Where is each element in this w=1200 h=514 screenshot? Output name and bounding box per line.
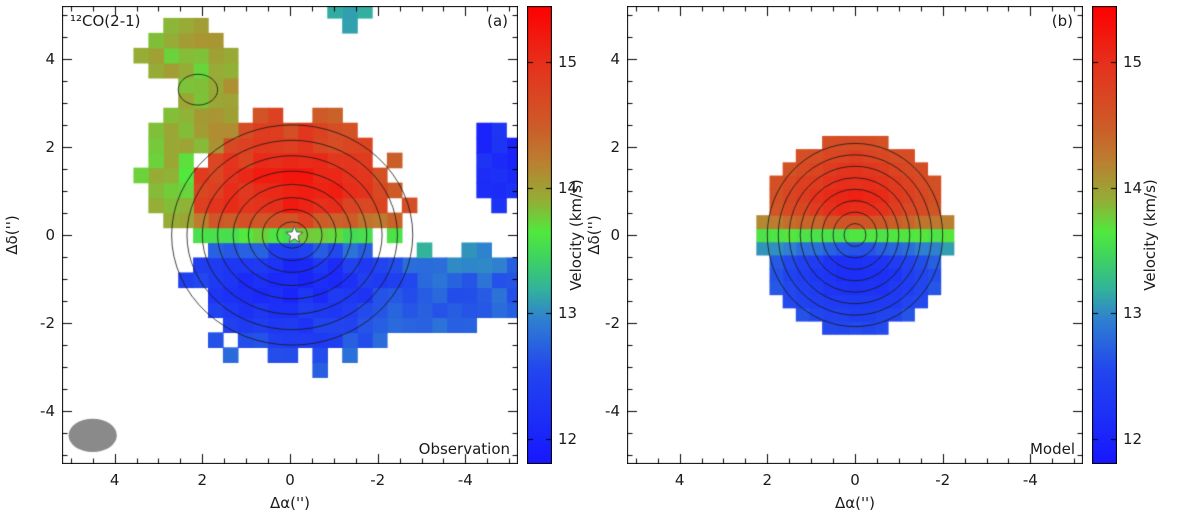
y-axis-label-observation: Δδ('') xyxy=(3,215,21,255)
colorbar-tick-label: 13 xyxy=(558,304,578,323)
y-tick-label: 4 xyxy=(610,49,620,68)
colorbar-observation: 12 13 14 15 xyxy=(527,6,577,464)
colorbar-label-observation: Velocity (km/s) xyxy=(567,179,585,291)
x-tick-label: -4 xyxy=(1022,471,1038,489)
colorbar-tick-label: 12 xyxy=(1123,429,1143,448)
x-tick-label: -2 xyxy=(935,471,951,489)
x-tick-label: 0 xyxy=(285,471,295,489)
y-tick-label: 0 xyxy=(610,226,620,244)
y-tick-label: 2 xyxy=(45,137,55,156)
colorbar-label-model: Velocity (km/s) xyxy=(1141,179,1159,291)
y-tick-label: -2 xyxy=(605,314,620,333)
caption-observation: Observation xyxy=(418,440,510,458)
panel-letter-b: (b) xyxy=(1051,12,1073,30)
y-tick-label: 2 xyxy=(610,137,620,156)
colorbar-tick-label: 15 xyxy=(1123,53,1143,72)
y-tick-label: -4 xyxy=(605,402,620,421)
colorbar-tick-label: 15 xyxy=(558,53,578,72)
colorbar-tick-label: 14 xyxy=(558,178,578,197)
x-tick-label: 4 xyxy=(109,471,120,489)
x-tick-label: -2 xyxy=(370,471,386,489)
x-tick-label: 2 xyxy=(197,471,208,489)
y-tick-label: 4 xyxy=(45,49,55,68)
panel-model: (b) Model Δα('') 4 2 0 -2 -4 -4 -2 0 2 4 xyxy=(605,6,1083,512)
caption-model: Model xyxy=(1029,440,1075,458)
colorbar-model: 12 13 14 15 xyxy=(1092,6,1142,464)
x-tick-label: 2 xyxy=(762,471,773,489)
line-label: ¹²CO(2-1) xyxy=(70,12,141,30)
x-axis-label-model: Δα('') xyxy=(834,494,876,512)
y-tick-label: 0 xyxy=(45,226,55,244)
velocity-map-model xyxy=(627,6,1083,464)
x-tick-label: 0 xyxy=(850,471,860,489)
y-axis-label-model: Δδ('') xyxy=(585,215,603,255)
panel-letter-a: (a) xyxy=(487,12,508,30)
y-tick-label: -2 xyxy=(40,314,55,333)
colorbar-tick-label: 14 xyxy=(1123,178,1143,197)
colorbar-gradient-observation xyxy=(527,6,552,464)
colorbar-tick-label: 13 xyxy=(1123,304,1143,323)
x-tick-label: -4 xyxy=(457,471,473,489)
colorbar-gradient-model xyxy=(1092,6,1117,464)
velocity-map-observation xyxy=(62,6,518,464)
panel-observation: ¹²CO(2-1) (a) Observation Δα('') 4 2 0 -2 -4… xyxy=(40,6,518,512)
x-axis-label-observation: Δα('') xyxy=(269,494,311,512)
y-tick-label: -4 xyxy=(40,402,55,421)
x-tick-label: 4 xyxy=(674,471,685,489)
colorbar-tick-label: 12 xyxy=(558,429,578,448)
